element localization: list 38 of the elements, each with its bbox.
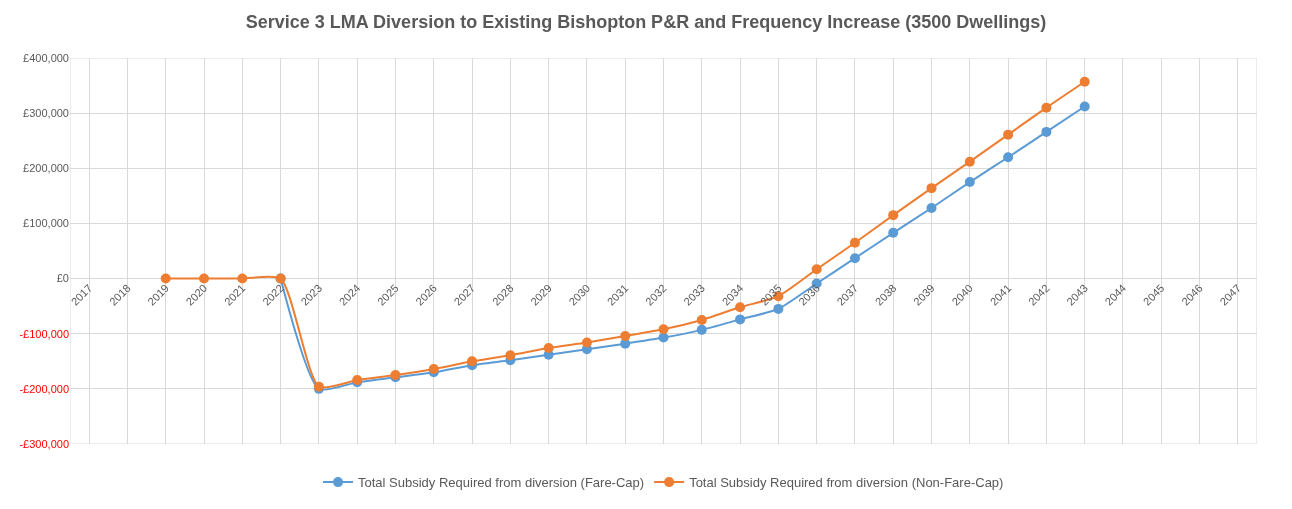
point <box>1003 129 1014 140</box>
y-tick-label: £100,000 <box>23 217 69 230</box>
point <box>964 156 975 167</box>
y-tick-label: £0 <box>56 272 69 285</box>
point <box>581 337 592 348</box>
point <box>1041 126 1052 137</box>
point <box>160 273 171 284</box>
point <box>658 324 669 335</box>
point <box>888 210 899 221</box>
legend-label: Total Subsidy Required from diversion (Fare-Cap) <box>358 475 645 491</box>
y-tick-label: -£200,000 <box>19 382 69 395</box>
point <box>1079 76 1090 87</box>
point <box>543 343 554 354</box>
point <box>1079 101 1090 112</box>
point <box>735 314 746 325</box>
y-tick-label: £300,000 <box>23 106 69 119</box>
point <box>888 227 899 238</box>
legend-label: Total Subsidy Required from diversion (Non-Fare-Cap) <box>689 475 1004 491</box>
point <box>696 314 707 325</box>
point <box>926 183 937 194</box>
point <box>199 273 210 284</box>
point <box>849 237 860 248</box>
point <box>811 264 822 275</box>
y-tick-label: -£100,000 <box>19 327 69 340</box>
point <box>505 350 516 361</box>
y-tick-label: £400,000 <box>23 51 69 64</box>
point <box>696 324 707 335</box>
point <box>849 253 860 264</box>
point <box>467 356 478 367</box>
point <box>926 202 937 213</box>
point <box>964 177 975 188</box>
point <box>237 273 248 284</box>
y-tick-label: -£300,000 <box>19 437 69 450</box>
chart-title: Service 3 LMA Diversion to Existing Bishopton P&R and Frequency Increase (3500 Dwellings) <box>245 11 1047 32</box>
y-tick-label: £200,000 <box>23 162 69 175</box>
point <box>620 330 631 341</box>
point <box>1003 152 1014 163</box>
point <box>1041 102 1052 113</box>
